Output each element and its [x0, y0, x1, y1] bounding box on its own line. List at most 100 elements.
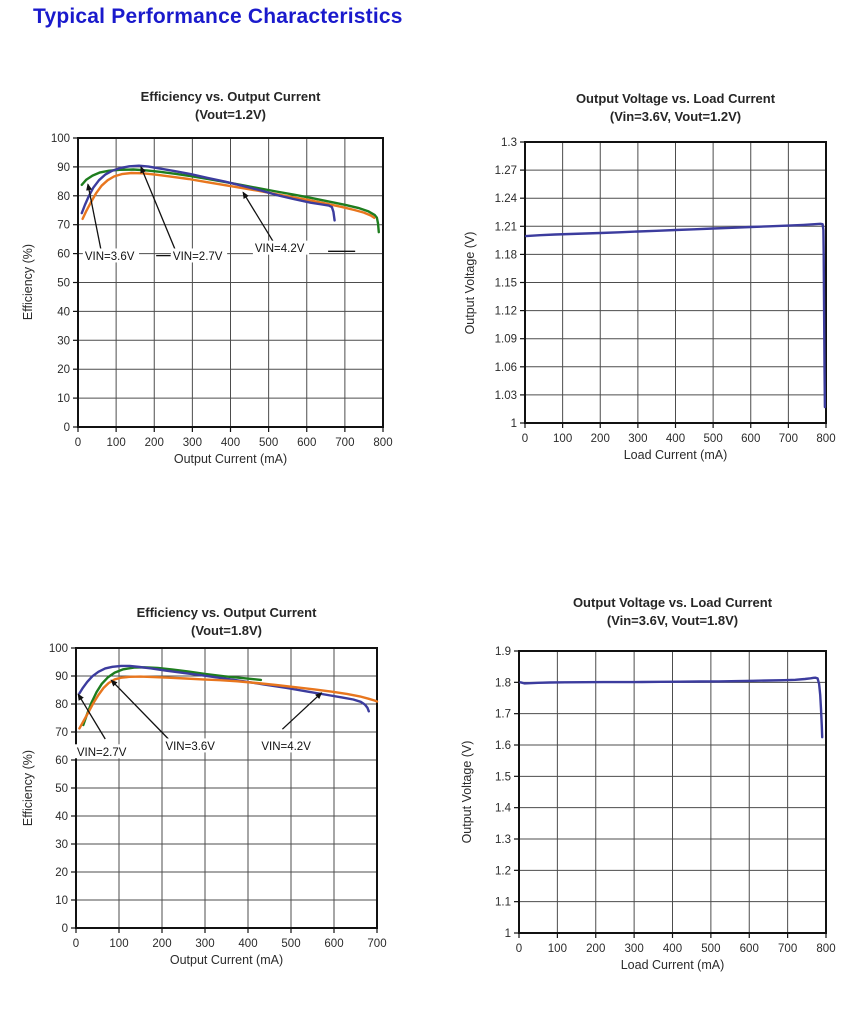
x-tick-label: 600: [324, 938, 343, 950]
curve-vin-2-7v: [80, 164, 336, 222]
plot-area-efficiency-vout-1v8: 0 100 200 300 400 500 600 700 0 10 20 30 40 50 60 70 80 9…: [49, 643, 387, 950]
y-tick-label: 1.5: [495, 771, 511, 783]
x-tick-label: 200: [591, 433, 610, 445]
y-tick-label: 50: [55, 783, 68, 795]
y-tick-label: 100: [51, 133, 70, 145]
y-tick-label: 1.3: [495, 834, 511, 846]
curve-vin-4-2v: [78, 675, 379, 730]
x-tick-label: 600: [297, 437, 316, 449]
y-tick-label: 90: [57, 162, 70, 174]
x-tick-label: 500: [704, 433, 723, 445]
x-tick-label: 400: [238, 938, 257, 950]
curve-vout-vin-3-6v-: [524, 222, 827, 409]
series-annotation-label: VIN=3.6V: [85, 251, 135, 263]
y-tick-label: 10: [55, 895, 68, 907]
x-tick-label: 700: [367, 938, 386, 950]
chart-subtitle: (Vout=1.8V): [191, 623, 262, 638]
y-tick-label: 80: [57, 191, 70, 203]
y-tick-label: 70: [55, 727, 68, 739]
y-tick-label: 30: [57, 335, 70, 347]
x-tick-label: 0: [516, 943, 522, 955]
chart-title: Output Voltage vs. Load Current: [575, 91, 776, 106]
x-tick-label: 300: [183, 437, 202, 449]
chart-title: Efficiency vs. Output Current: [140, 89, 321, 104]
x-tick-label: 0: [75, 437, 81, 449]
x-tick-label: 800: [373, 437, 392, 449]
plot-area-efficiency-vout-1v2: 0 100 200 300 400 500 600 700 800 0 10 20 30 40 50 60 70…: [51, 133, 393, 449]
y-tick-label: 1.21: [495, 221, 517, 233]
y-tick-label: 20: [57, 364, 70, 376]
chart-subtitle: (Vin=3.6V, Vout=1.2V): [609, 109, 742, 124]
x-axis-label: Output Current (mA): [169, 953, 284, 967]
x-tick-label: 400: [221, 437, 240, 449]
y-tick-label: 40: [57, 306, 70, 318]
series-annotation-label: VIN=4.2V: [261, 741, 311, 753]
y-tick-label: 1.12: [495, 306, 517, 318]
y-tick-label: 1: [505, 928, 511, 940]
y-tick-label: 1.27: [495, 165, 517, 177]
series-annotation-label: VIN=2.7V: [77, 747, 127, 759]
x-tick-label: 800: [816, 433, 835, 445]
x-tick-label: 700: [778, 943, 797, 955]
x-tick-label: 100: [548, 943, 567, 955]
x-tick-label: 400: [663, 943, 682, 955]
x-tick-label: 700: [779, 433, 798, 445]
page-title: Typical Performance Characteristics: [33, 5, 403, 28]
plot-area-output-voltage-vout-1v2: 0 100 200 300 400 500 600 700 800 1 1.03 1.06 1.09 1.…: [495, 137, 836, 445]
y-tick-label: 0: [62, 923, 68, 935]
series-annotation-label: VIN=2.7V: [173, 251, 223, 263]
y-tick-label: 1.1: [495, 897, 511, 909]
y-tick-label: 20: [55, 867, 68, 879]
y-tick-label: 90: [55, 671, 68, 683]
curve-vin-4-2v: [81, 171, 376, 221]
x-axis-label: Load Current (mA): [620, 958, 725, 972]
series-annotation-label: VIN=3.6V: [165, 741, 215, 753]
series-annotation-label: VIN=4.2V: [255, 243, 305, 255]
x-tick-label: 100: [107, 437, 126, 449]
x-tick-label: 300: [195, 938, 214, 950]
chart-title: Output Voltage vs. Load Current: [572, 595, 773, 610]
x-tick-label: 500: [259, 437, 278, 449]
x-tick-label: 500: [701, 943, 720, 955]
y-tick-label: 1.09: [495, 334, 517, 346]
y-tick-label: 1.3: [501, 137, 517, 149]
y-tick-label: 40: [55, 811, 68, 823]
y-tick-label: 60: [57, 249, 70, 261]
curve-vin-3-6v: [82, 666, 263, 727]
y-tick-label: 100: [49, 643, 68, 655]
y-tick-label: 0: [64, 422, 70, 434]
x-tick-label: 500: [281, 938, 300, 950]
chart-subtitle: (Vout=1.2V): [195, 107, 266, 122]
x-tick-label: 600: [740, 943, 759, 955]
y-tick-label: 1.2: [495, 865, 511, 877]
x-tick-label: 200: [152, 938, 171, 950]
x-tick-label: 0: [522, 433, 528, 445]
y-tick-label: 1.9: [495, 646, 511, 658]
x-tick-label: 600: [741, 433, 760, 445]
y-tick-label: 30: [55, 839, 68, 851]
y-tick-label: 60: [55, 755, 68, 767]
y-tick-label: 70: [57, 220, 70, 232]
curve-vin-2-7v: [78, 664, 370, 713]
x-tick-label: 300: [625, 943, 644, 955]
x-tick-label: 800: [816, 943, 835, 955]
chart-title: Efficiency vs. Output Current: [136, 605, 317, 620]
plot-area-output-voltage-vout-1v8: 0 100 200 300 400 500 600 700 800 1 1.1 1.2 1.3 1.4 1.…: [495, 646, 836, 955]
x-tick-label: 0: [73, 938, 79, 950]
y-tick-label: 50: [57, 278, 70, 290]
x-tick-label: 300: [628, 433, 647, 445]
y-tick-label: 80: [55, 699, 68, 711]
y-tick-label: 1.4: [495, 803, 512, 815]
y-tick-label: 1.8: [495, 677, 511, 689]
y-tick-label: 1.24: [495, 193, 518, 205]
x-tick-label: 100: [109, 938, 128, 950]
x-tick-label: 100: [553, 433, 572, 445]
chart-subtitle: (Vin=3.6V, Vout=1.8V): [606, 613, 739, 628]
y-tick-label: 1.6: [495, 740, 511, 752]
y-tick-label: 1.7: [495, 709, 511, 721]
x-tick-label: 200: [145, 437, 164, 449]
y-tick-label: 1.06: [495, 362, 517, 374]
y-tick-label: 1.03: [495, 390, 517, 402]
y-tick-label: 10: [57, 393, 70, 405]
